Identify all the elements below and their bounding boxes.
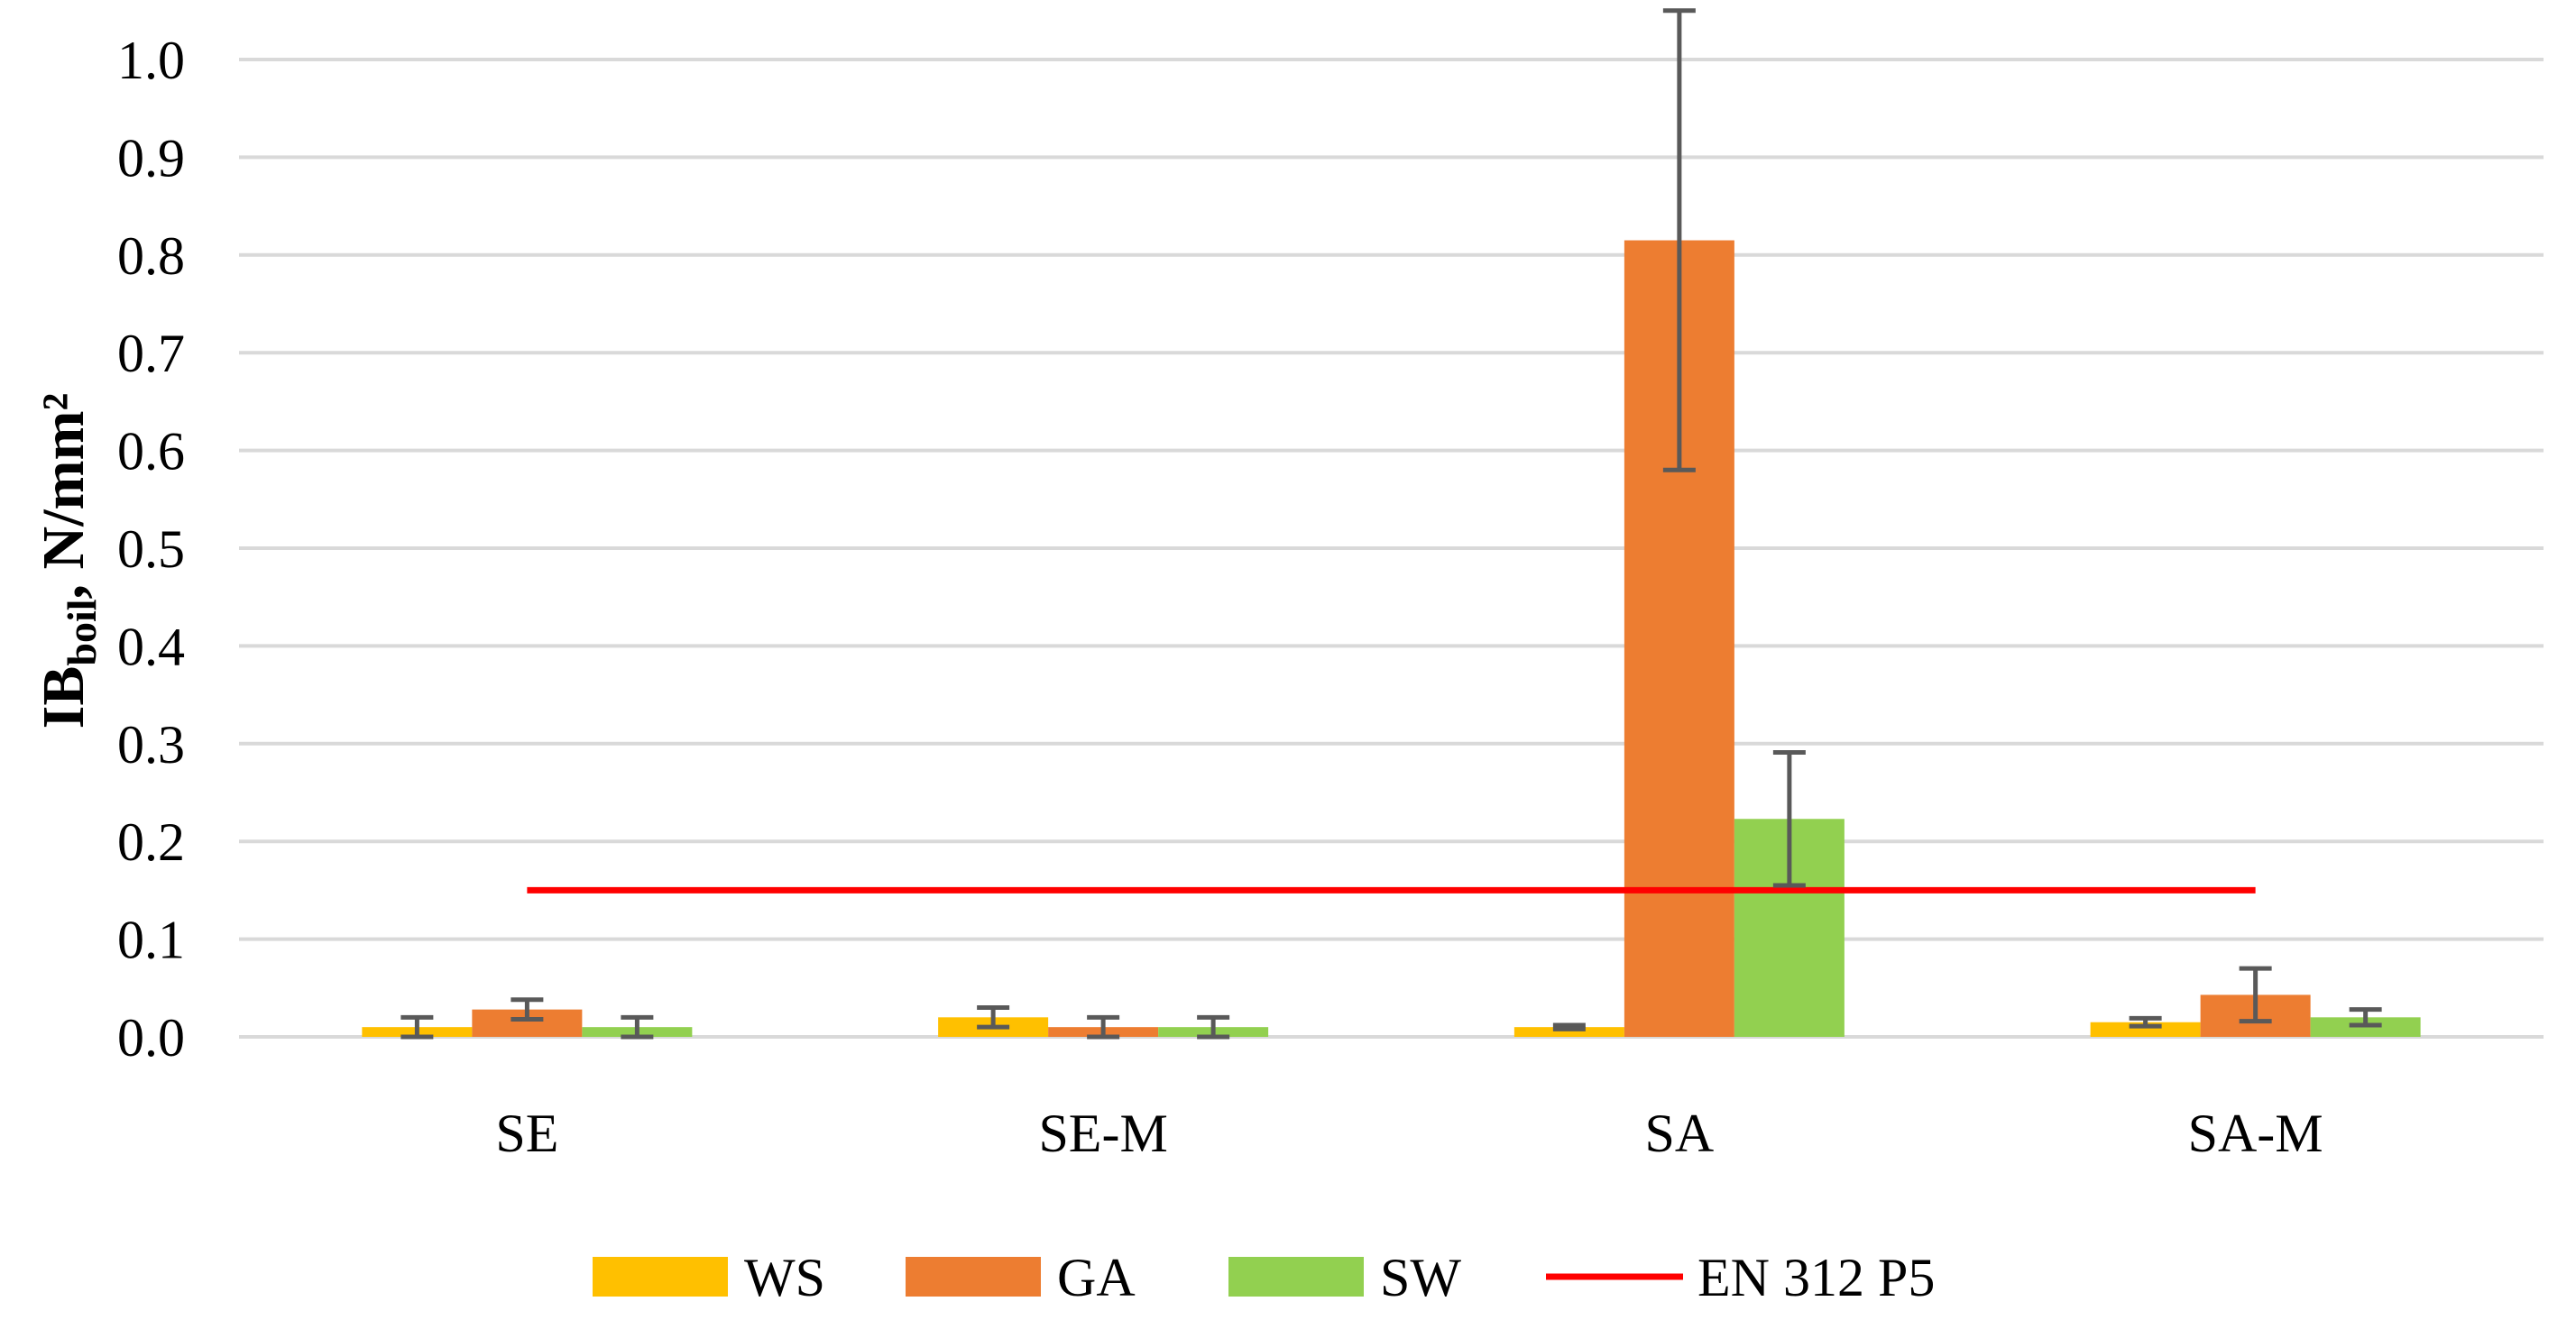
y-axis-label-main: IB xyxy=(31,666,97,729)
error-bars xyxy=(400,8,2382,1040)
legend-label: SW xyxy=(1380,1248,1461,1307)
y-tick-label: 0.1 xyxy=(117,911,185,970)
y-tick-label: 0.8 xyxy=(117,226,185,286)
y-tick-label: 0.6 xyxy=(117,422,185,481)
legend-label: WS xyxy=(744,1248,825,1307)
y-tick-label: 0.5 xyxy=(117,519,185,579)
x-category-label: SA-M xyxy=(2188,1104,2323,1163)
bar xyxy=(1513,1027,1624,1037)
legend-swatch xyxy=(906,1257,1041,1297)
y-tick-label: 0.2 xyxy=(117,812,185,872)
y-axis-tick-labels: 0.0 0.1 0.2 0.3 0.4 0.5 0.6 0.7 0.8 0.9 1.0 xyxy=(117,31,185,1068)
legend: WS GA SW EN 312 P5 xyxy=(593,1248,1935,1307)
y-tick-label: 0.3 xyxy=(117,715,185,774)
y-axis-label-subscript: boil xyxy=(59,599,105,665)
bars xyxy=(362,240,2421,1037)
y-tick-label: 1.0 xyxy=(117,31,185,90)
y-tick-label: 0.9 xyxy=(117,128,185,188)
legend-label: GA xyxy=(1057,1248,1136,1307)
x-axis-category-labels: SE SE-M SA SA-M xyxy=(495,1104,2323,1163)
y-tick-label: 0.7 xyxy=(117,324,185,383)
y-axis-label: IBboil, N/mm² xyxy=(31,393,105,729)
legend-label: EN 312 P5 xyxy=(1697,1248,1935,1307)
y-tick-label: 0.4 xyxy=(117,617,185,676)
x-category-label: SE xyxy=(495,1104,558,1163)
y-axis-title: IBboil, N/mm² xyxy=(31,393,105,729)
y-axis-label-unit: , N/mm² xyxy=(31,393,97,600)
bar xyxy=(2090,1022,2201,1037)
y-tick-label: 0.0 xyxy=(117,1008,185,1068)
x-category-label: SA xyxy=(1645,1104,1715,1163)
legend-swatch xyxy=(1228,1257,1364,1297)
legend-swatch xyxy=(593,1257,728,1297)
x-category-label: SE-M xyxy=(1038,1104,1167,1163)
gridlines xyxy=(239,58,2544,1039)
